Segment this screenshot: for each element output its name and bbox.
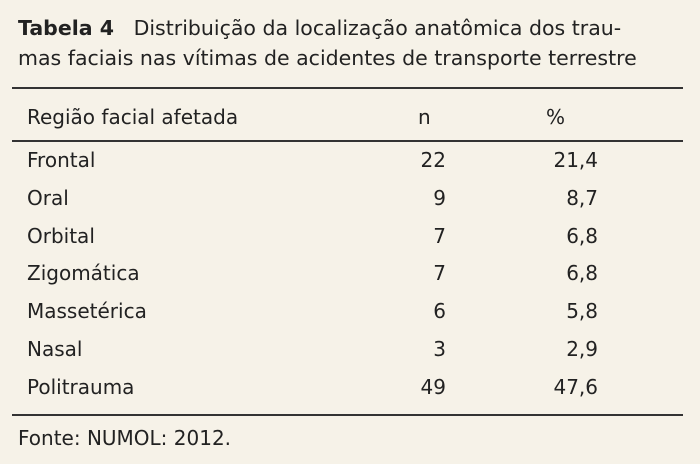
- table-cell: Politrauma: [27, 374, 135, 399]
- table-cell: 21,4: [553, 148, 598, 172]
- table-cell: 6,8: [566, 261, 598, 286]
- table-cell: Massetérica: [27, 299, 147, 324]
- rule: [12, 140, 683, 142]
- table-cell: 9: [433, 185, 446, 210]
- caption-line: Tabela 4 Distribuição da localização ana…: [18, 16, 621, 40]
- rule: [12, 87, 683, 89]
- header-cell: %: [546, 105, 566, 129]
- table-cell: Nasal: [27, 337, 83, 361]
- table-cell: Frontal: [27, 148, 96, 172]
- caption-text: Distribuição da localização anatômica do…: [133, 16, 622, 40]
- footer: Fonte: NUMOL: 2012.: [18, 426, 232, 450]
- table-cell: 6,8: [566, 223, 598, 248]
- table-cell: 22: [420, 148, 446, 172]
- table-cell: Oral: [27, 185, 69, 210]
- table-cell: 47,6: [553, 374, 598, 399]
- table-cell: 6: [433, 299, 446, 324]
- table-cell: 7: [433, 223, 446, 248]
- table-cell: 49: [420, 374, 446, 399]
- caption-text: mas faciais nas vítimas de acidentes de …: [18, 46, 637, 70]
- table-cell: 3: [433, 337, 446, 361]
- caption-label: Tabela 4: [18, 16, 115, 40]
- table-cell: 7: [433, 261, 446, 286]
- header-cell: Região facial afetada: [27, 105, 239, 129]
- table-cell: 8,7: [566, 185, 598, 210]
- table-cell: Orbital: [27, 223, 95, 248]
- table-cell: Zigomática: [27, 261, 140, 286]
- table-cell: 2,9: [566, 337, 598, 361]
- table-cell: 5,8: [566, 299, 598, 324]
- rule: [12, 414, 683, 416]
- header-cell: n: [418, 105, 431, 129]
